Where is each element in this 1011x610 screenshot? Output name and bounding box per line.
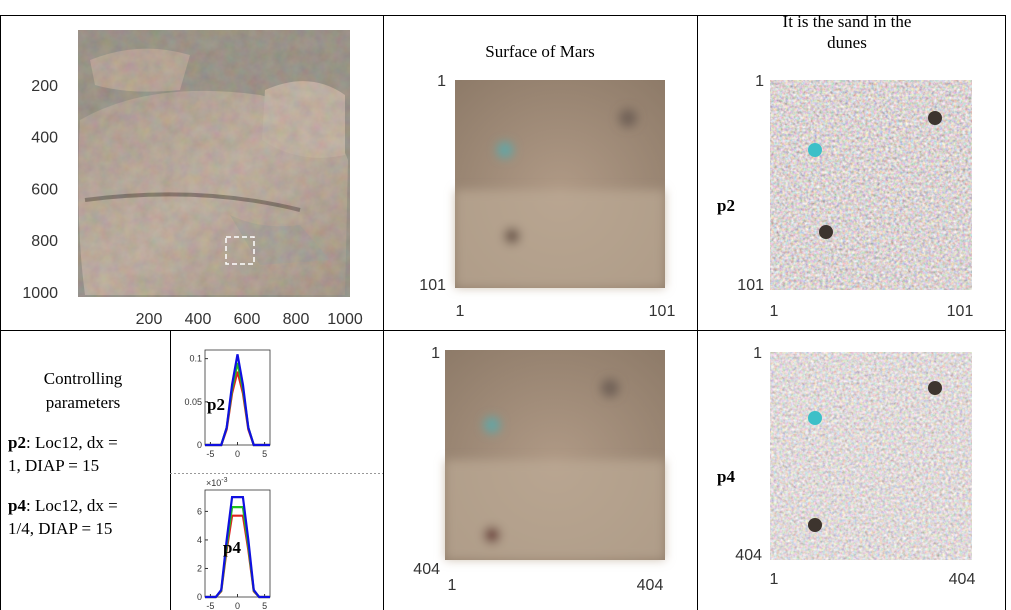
y-tick-label: 101	[419, 277, 446, 294]
y-tick-label: 0	[197, 592, 202, 602]
parameters-heading: Controlling	[44, 369, 123, 388]
x-tick-label: -5	[206, 601, 214, 610]
x-tick-label: 5	[262, 449, 267, 459]
y-tick-label: 101	[737, 277, 764, 294]
y-tick-label: 1	[437, 73, 446, 90]
y-tick-label: 800	[31, 233, 58, 250]
figure: Surface of Mars It is the sand in the du…	[0, 0, 1011, 610]
surface-image-p2	[455, 80, 665, 288]
x-tick-label: 400	[185, 311, 212, 328]
plot-label: p2	[207, 395, 225, 414]
x-tick-label: 101	[947, 303, 974, 320]
parameter-line: p2: Loc12, dx =	[8, 433, 118, 452]
panel-label: p2	[717, 196, 735, 215]
y-tick-label: 600	[31, 181, 58, 198]
sand-image-p2	[770, 80, 972, 290]
y-tick-label: 400	[31, 130, 58, 147]
panel-title: Surface of Mars	[485, 42, 595, 61]
exponent-label: ×10-3	[206, 477, 228, 488]
x-tick-label: 1	[448, 577, 457, 594]
y-tick-label: 404	[413, 561, 440, 578]
x-tick-label: 1	[456, 303, 465, 320]
parameter-line: 1, DIAP = 15	[8, 456, 99, 475]
x-tick-label: 1	[770, 571, 779, 588]
sand-image-p4	[770, 352, 972, 560]
y-tick-label: 6	[197, 506, 202, 516]
parameter-text: : Loc12, dx =	[26, 433, 118, 452]
x-tick-label: 0	[235, 601, 240, 610]
x-tick-label: 600	[234, 311, 261, 328]
y-tick-label: 0.05	[184, 397, 202, 407]
y-tick-label: 404	[735, 547, 762, 564]
parameter-line: p4: Loc12, dx =	[8, 496, 118, 515]
y-tick-label: 0.1	[189, 354, 202, 364]
parameter-key: p4	[8, 496, 26, 515]
panel-title: It is the sand in the	[783, 12, 912, 31]
exponent-power: -3	[221, 477, 227, 484]
x-tick-label: 800	[283, 311, 310, 328]
x-tick-label: 1	[770, 303, 779, 320]
y-tick-label: 2	[197, 563, 202, 573]
y-tick-label: 1	[755, 73, 764, 90]
y-tick-label: 1000	[22, 285, 58, 302]
y-tick-label: 1	[753, 345, 762, 362]
x-tick-label: 0	[235, 449, 240, 459]
x-tick-label: 404	[949, 571, 976, 588]
x-tick-label: 101	[649, 303, 676, 320]
y-tick-label: 1	[431, 345, 440, 362]
y-tick-label: 4	[197, 535, 202, 545]
rock-image	[78, 30, 350, 297]
panel-title: dunes	[827, 33, 867, 52]
y-tick-label: 200	[31, 78, 58, 95]
x-tick-label: 5	[262, 601, 267, 610]
parameter-text: : Loc12, dx =	[26, 496, 118, 515]
x-tick-label: 404	[637, 577, 664, 594]
parameter-key: p2	[8, 433, 26, 452]
parameter-line: 1/4, DIAP = 15	[8, 519, 112, 538]
x-tick-label: 200	[136, 311, 163, 328]
y-tick-label: 0	[197, 440, 202, 450]
parameters-heading: parameters	[46, 393, 121, 412]
exponent-base: ×10	[206, 478, 221, 488]
x-tick-label: -5	[206, 449, 214, 459]
surface-image-p4	[445, 350, 665, 560]
plot-label: p4	[223, 538, 241, 557]
panel-label: p4	[717, 467, 735, 486]
x-tick-label: 1000	[327, 311, 363, 328]
